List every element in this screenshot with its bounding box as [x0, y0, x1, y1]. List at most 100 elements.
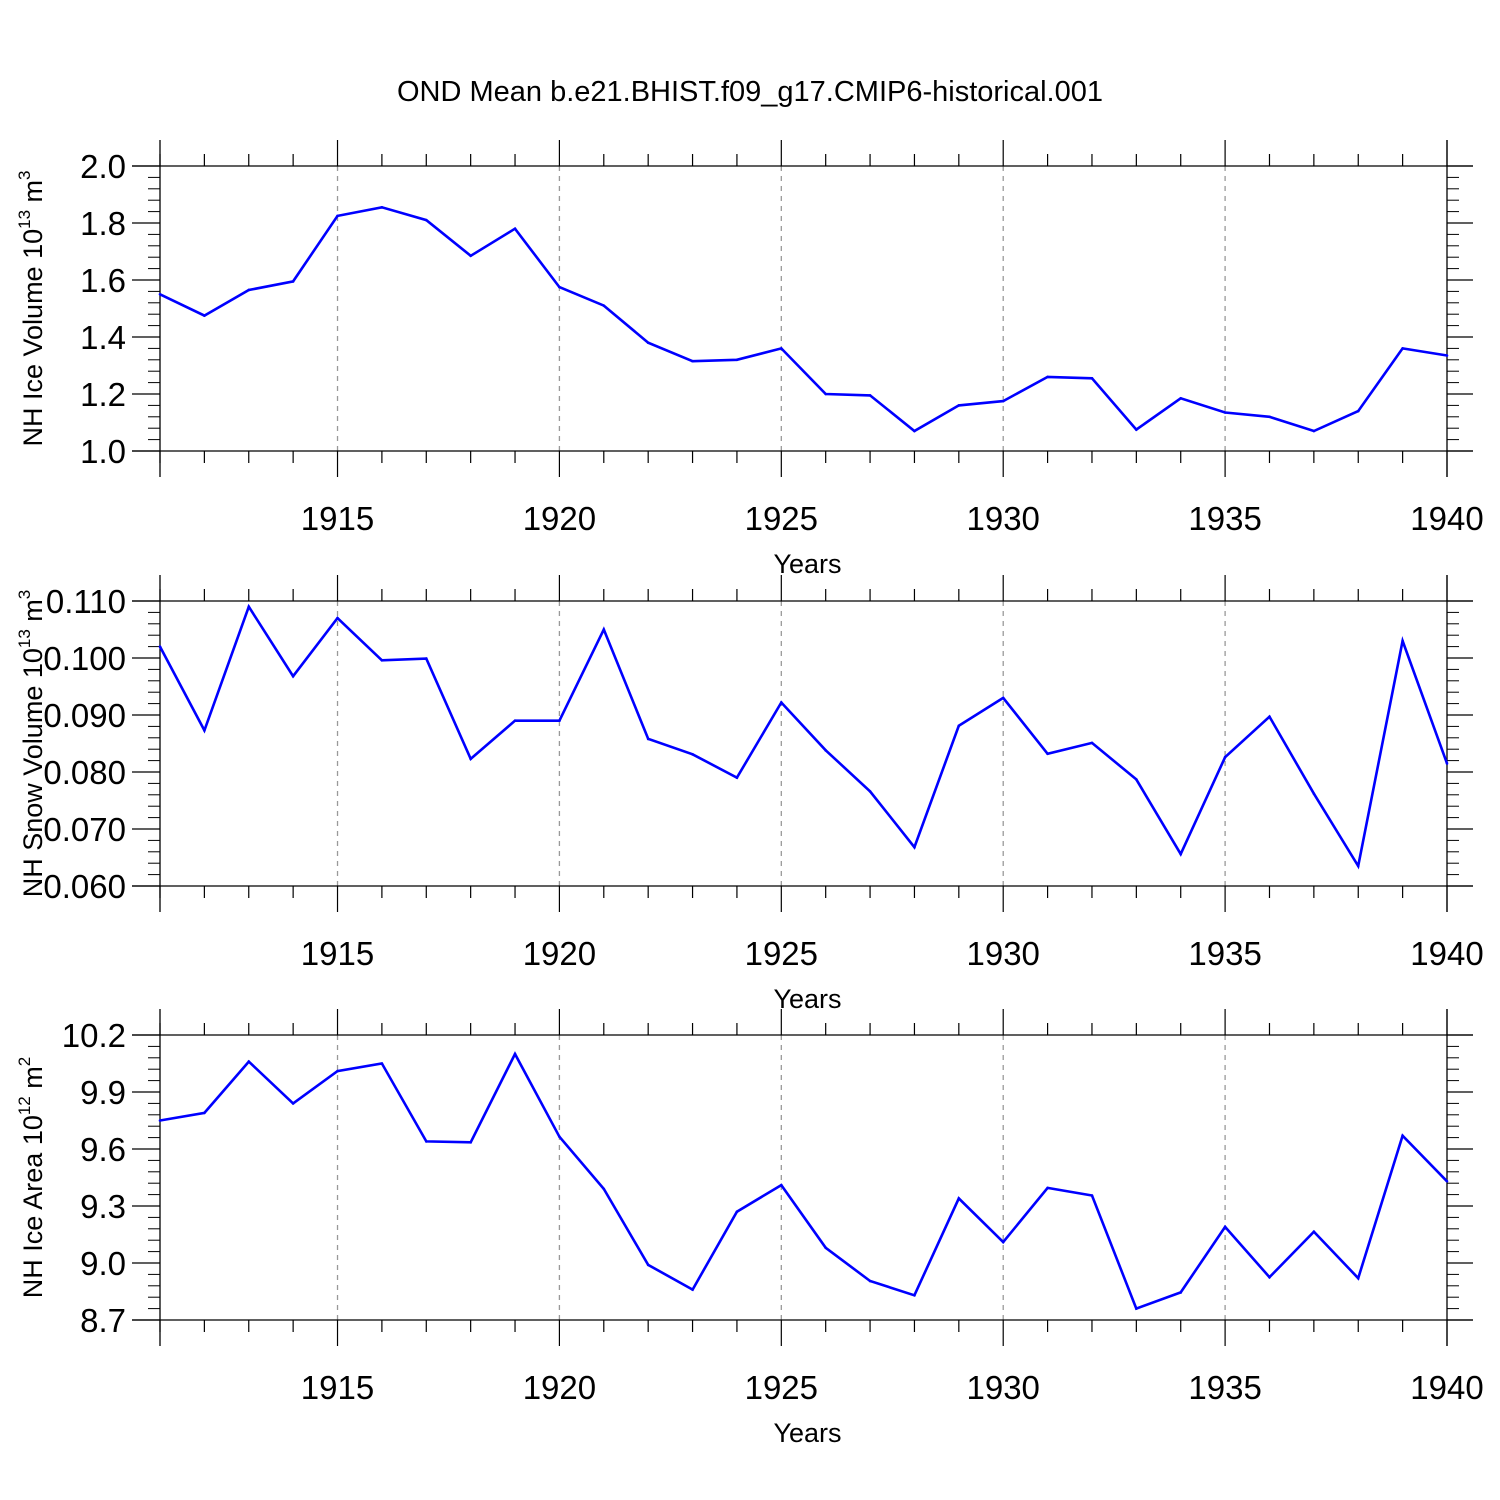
data-point [1268, 1275, 1271, 1279]
data-point [1001, 1240, 1005, 1244]
x-tick-label: 1925 [745, 1369, 818, 1406]
data-point [424, 1140, 428, 1143]
chart-title: OND Mean b.e21.BHIST.f09_g17.CMIP6-histo… [396, 76, 1103, 108]
series-line [158, 603, 1449, 870]
x-tick-label: 1915 [301, 935, 374, 972]
series-line [159, 205, 1448, 433]
data-point [913, 429, 916, 433]
x-tick-label: 1935 [1188, 1369, 1261, 1406]
x-tick-label: 1940 [1410, 1369, 1483, 1406]
y-axis-label: NH Ice Area 1012 m2 [15, 1057, 48, 1298]
y-tick-label: 1.8 [80, 205, 126, 242]
data-point [424, 657, 428, 660]
y-tick-label: 9.6 [80, 1131, 126, 1168]
x-tick-label: 1925 [745, 935, 818, 972]
data-point [513, 1052, 517, 1056]
data-point [1046, 1186, 1049, 1190]
data-point [1135, 1307, 1138, 1310]
data-point [1356, 1276, 1360, 1280]
data-point [1135, 428, 1138, 431]
data-point [824, 392, 827, 396]
data-point [247, 1060, 251, 1063]
data-point [824, 1246, 827, 1250]
y-tick-label: 1.4 [80, 319, 126, 356]
data-point [558, 285, 561, 289]
y-tick-label: 0.060 [43, 868, 126, 905]
x-axis-label: Years [773, 1418, 841, 1448]
data-point [1135, 778, 1138, 781]
data-point [1001, 696, 1005, 700]
data-point [513, 227, 517, 230]
x-tick-label: 1925 [745, 500, 818, 537]
y-tick-label: 2.0 [80, 148, 126, 185]
data-point [1179, 852, 1183, 856]
x-tick-label: 1935 [1188, 935, 1261, 972]
data-point [735, 1210, 739, 1213]
data-point [1090, 1194, 1094, 1197]
data-point [780, 347, 783, 350]
y-axis-label: NH Snow Volume 1013 m3 [15, 590, 48, 898]
data-point [913, 845, 916, 849]
x-axis-label: Years [773, 549, 841, 579]
data-point [336, 616, 339, 620]
y-tick-label: 10.2 [62, 1017, 126, 1054]
data-point [646, 737, 650, 741]
y-tick-label: 0.080 [43, 754, 126, 791]
x-tick-label: 1930 [966, 500, 1039, 537]
data-point [1090, 377, 1094, 380]
data-point [1001, 399, 1005, 403]
data-point [1312, 429, 1316, 433]
data-point [291, 674, 295, 678]
data-point [691, 359, 694, 363]
data-point [1046, 752, 1049, 756]
data-point [1090, 741, 1094, 745]
data-point [957, 724, 961, 728]
x-tick-label: 1940 [1410, 500, 1483, 537]
y-axis-label-group: NH Ice Volume 1013 m3 [15, 171, 48, 447]
y-tick-label: 9.3 [80, 1188, 126, 1225]
data-point [291, 1102, 295, 1105]
x-tick-label: 1920 [523, 1369, 596, 1406]
data-point [957, 1197, 961, 1200]
data-point [1445, 354, 1449, 357]
data-point [158, 645, 162, 648]
y-tick-label: 0.070 [43, 811, 126, 848]
x-axis-label: Years [773, 984, 841, 1014]
data-point [469, 757, 472, 761]
data-point [1268, 715, 1271, 719]
data-point [1179, 396, 1183, 400]
data-point [735, 358, 739, 362]
data-point [868, 1279, 872, 1283]
data-point [469, 254, 472, 258]
data-point [558, 1135, 561, 1138]
data-point [868, 790, 872, 793]
x-tick-label: 1920 [523, 935, 596, 972]
data-point [1356, 864, 1360, 868]
data-point [203, 1111, 206, 1115]
data-point [158, 292, 162, 296]
data-point [1223, 755, 1227, 759]
x-tick-label: 1915 [301, 500, 374, 537]
y-tick-label: 9.9 [80, 1074, 126, 1111]
data-point [558, 719, 561, 722]
data-point [957, 404, 961, 407]
data-point [1312, 1230, 1316, 1233]
data-point [469, 1141, 472, 1144]
data-point [824, 749, 827, 752]
x-tick-label: 1920 [523, 500, 596, 537]
data-point [203, 314, 206, 317]
y-tick-label: 0.090 [43, 697, 126, 734]
data-point [291, 280, 295, 283]
y-tick-label: 8.7 [80, 1302, 126, 1339]
data-point [1046, 375, 1049, 379]
y-tick-label: 9.0 [80, 1245, 126, 1282]
data-point [780, 1183, 783, 1187]
x-tick-label: 1935 [1188, 500, 1261, 537]
data-point [602, 1187, 606, 1191]
y-axis-label: NH Ice Volume 1013 m3 [15, 171, 48, 447]
data-point [247, 605, 251, 608]
data-point [691, 753, 694, 756]
data-point [646, 341, 650, 345]
data-point [1268, 415, 1271, 419]
